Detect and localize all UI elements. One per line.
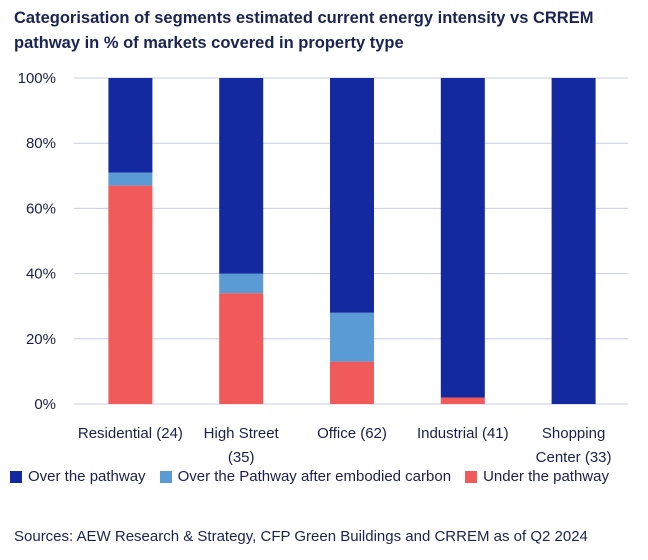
bar-segment	[108, 185, 153, 404]
y-tick-label: 40%	[26, 266, 56, 283]
y-tick-label: 20%	[26, 331, 56, 348]
source-note: Sources: AEW Research & Strategy, CFP Gr…	[14, 528, 588, 545]
y-axis-ticks: 0% 20% 40% 60% 80% 100%	[18, 70, 56, 413]
bars	[108, 78, 596, 404]
y-tick-label: 60%	[26, 200, 56, 217]
legend-swatch	[159, 470, 172, 483]
bar-segment	[330, 78, 374, 313]
legend-item: Over the pathway	[10, 468, 146, 485]
bar-segment	[440, 397, 485, 404]
bar-segment	[108, 172, 153, 186]
bar-segment	[219, 273, 264, 294]
legend-label: Under the pathway	[483, 468, 609, 485]
bar-segment	[440, 78, 485, 398]
x-tick-label: High Street (35)	[204, 425, 280, 466]
legend-item: Under the pathway	[465, 468, 609, 485]
x-axis-ticks: Residential (24) High Street (35) Office (6…	[78, 425, 612, 466]
stacked-bar-chart: 0% 20% 40% 60% 80% 100% Residential (24) High …	[18, 70, 628, 466]
legend-label: Over the Pathway after embodied carbon	[177, 468, 452, 485]
y-tick-label: 0%	[34, 396, 56, 413]
bar-segment	[219, 293, 264, 404]
x-tick-label: Residential (24)	[78, 425, 183, 442]
x-tick-label: Shopping Center (33)	[536, 425, 612, 466]
y-tick-label: 80%	[26, 135, 56, 152]
bar-segment	[108, 78, 153, 173]
legend-swatch	[465, 470, 478, 483]
legend-item: Over the Pathway after embodied carbon	[159, 468, 452, 485]
legend: Over the pathway Over the Pathway after e…	[10, 468, 640, 485]
chart-title: Categorisation of segments estimated cur…	[14, 9, 594, 52]
legend-swatch	[10, 470, 22, 483]
x-tick-label: Industrial (41)	[417, 425, 509, 442]
bar-segment	[551, 78, 596, 404]
bar-segment	[330, 361, 374, 404]
x-tick-label: Office (62)	[317, 425, 387, 442]
bar-segment	[330, 312, 374, 362]
bar-segment	[219, 78, 264, 274]
legend-label: Over the pathway	[28, 468, 146, 485]
y-tick-label: 100%	[18, 70, 56, 87]
